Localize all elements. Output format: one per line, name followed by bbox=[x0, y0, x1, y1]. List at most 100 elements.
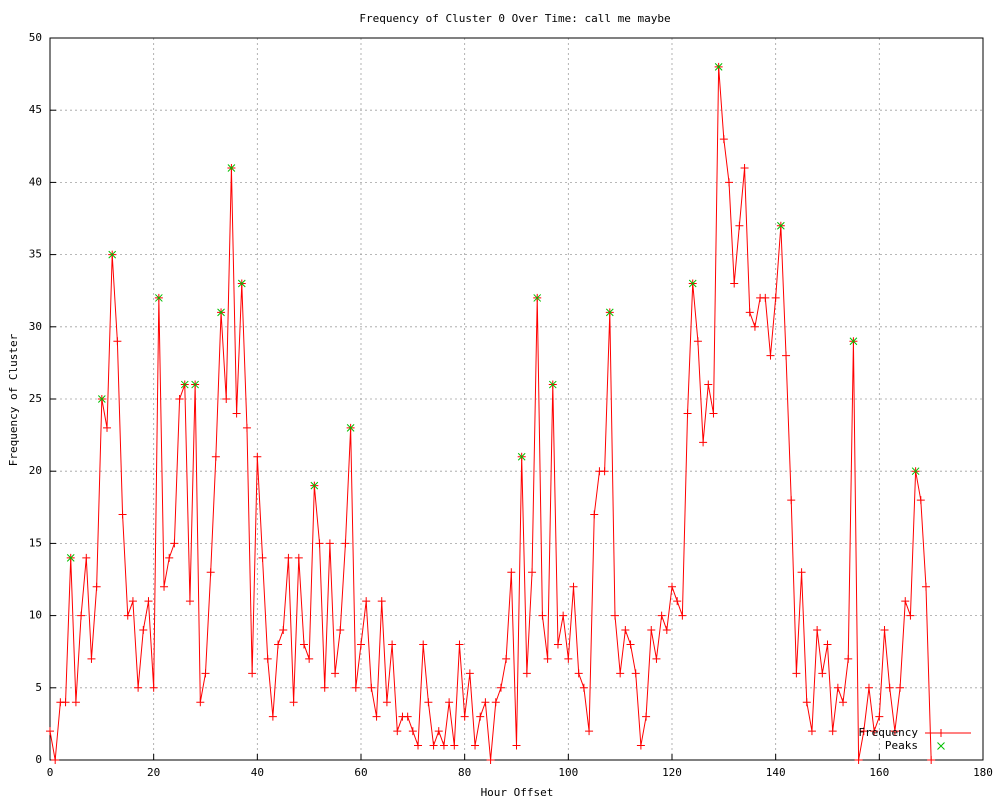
data-point bbox=[284, 553, 293, 562]
data-point bbox=[574, 669, 583, 678]
data-point bbox=[875, 712, 884, 721]
data-point bbox=[491, 698, 500, 707]
data-point bbox=[600, 467, 609, 476]
data-point bbox=[631, 669, 640, 678]
chart-title: Frequency of Cluster 0 Over Time: call m… bbox=[359, 12, 670, 25]
data-point bbox=[429, 741, 438, 750]
data-point bbox=[434, 727, 443, 736]
data-point bbox=[191, 380, 199, 389]
data-point bbox=[77, 611, 86, 620]
data-point bbox=[362, 597, 371, 606]
data-point bbox=[367, 683, 376, 692]
x-tick-label: 140 bbox=[766, 766, 786, 779]
data-point bbox=[538, 611, 547, 620]
data-point bbox=[460, 712, 469, 721]
data-point bbox=[305, 654, 314, 663]
data-point bbox=[870, 727, 879, 736]
data-point bbox=[683, 409, 692, 418]
y-tick-label: 30 bbox=[29, 320, 42, 333]
x-tick-label: 40 bbox=[251, 766, 264, 779]
data-point bbox=[403, 712, 412, 721]
data-point bbox=[859, 727, 868, 736]
data-point bbox=[134, 683, 143, 692]
data-point bbox=[242, 423, 251, 432]
data-point bbox=[82, 553, 91, 562]
data-point bbox=[507, 568, 516, 577]
data-point bbox=[185, 597, 194, 606]
y-tick-label: 35 bbox=[29, 248, 42, 261]
data-point bbox=[357, 640, 365, 649]
y-tick-label: 50 bbox=[29, 31, 42, 44]
data-point bbox=[439, 741, 448, 750]
data-point bbox=[896, 683, 905, 692]
data-point bbox=[128, 597, 137, 606]
data-point bbox=[807, 727, 816, 736]
data-point bbox=[579, 683, 588, 692]
data-point bbox=[553, 640, 562, 649]
data-point bbox=[320, 683, 329, 692]
data-point bbox=[688, 279, 697, 288]
x-tick-label: 20 bbox=[147, 766, 160, 779]
data-point bbox=[636, 741, 645, 750]
data-point bbox=[719, 135, 728, 144]
data-point bbox=[154, 294, 163, 302]
data-point bbox=[382, 698, 391, 707]
data-point bbox=[621, 626, 630, 635]
data-point bbox=[87, 654, 96, 663]
y-tick-label: 10 bbox=[29, 609, 42, 622]
data-point bbox=[496, 683, 505, 692]
data-point bbox=[455, 640, 464, 649]
data-point bbox=[849, 337, 858, 346]
data-point bbox=[828, 727, 837, 736]
x-tick-label: 120 bbox=[662, 766, 682, 779]
x-tick-label: 80 bbox=[458, 766, 471, 779]
data-point bbox=[66, 553, 75, 562]
data-point bbox=[258, 553, 267, 562]
y-tick-label: 45 bbox=[29, 103, 42, 116]
data-point bbox=[678, 611, 687, 620]
data-point bbox=[864, 683, 873, 692]
legend-marker bbox=[937, 742, 945, 750]
data-point bbox=[885, 683, 894, 692]
x-tick-label: 60 bbox=[354, 766, 367, 779]
y-tick-label: 5 bbox=[35, 681, 42, 694]
data-point bbox=[481, 698, 490, 707]
x-tick-label: 0 bbox=[47, 766, 54, 779]
data-point bbox=[766, 351, 775, 360]
data-point bbox=[471, 741, 480, 750]
data-point bbox=[388, 640, 397, 649]
data-point bbox=[408, 727, 417, 736]
data-point bbox=[450, 741, 459, 750]
data-point bbox=[170, 539, 179, 548]
data-point bbox=[647, 626, 656, 635]
data-point bbox=[787, 496, 796, 505]
data-point bbox=[268, 712, 277, 721]
data-point bbox=[372, 712, 381, 721]
data-point bbox=[237, 279, 246, 288]
data-point bbox=[71, 698, 80, 707]
data-point bbox=[921, 582, 930, 591]
data-point bbox=[642, 712, 651, 721]
data-point bbox=[165, 553, 174, 562]
data-point bbox=[315, 539, 324, 548]
legend-label: Frequency bbox=[858, 726, 918, 739]
data-point bbox=[61, 698, 70, 707]
data-point bbox=[823, 640, 832, 649]
data-point bbox=[253, 452, 262, 461]
data-point bbox=[916, 496, 925, 505]
data-point bbox=[616, 669, 625, 678]
data-point bbox=[123, 611, 132, 620]
y-tick-label: 20 bbox=[29, 464, 42, 477]
data-point bbox=[854, 756, 863, 764]
data-point bbox=[927, 756, 936, 764]
data-point bbox=[673, 597, 682, 606]
data-point bbox=[180, 380, 189, 389]
data-point bbox=[813, 626, 822, 635]
data-point bbox=[92, 582, 101, 591]
data-point bbox=[709, 409, 718, 418]
data-point bbox=[248, 669, 257, 678]
data-point bbox=[232, 409, 241, 418]
data-point bbox=[419, 640, 428, 649]
data-point bbox=[771, 293, 780, 302]
data-point bbox=[331, 669, 340, 678]
